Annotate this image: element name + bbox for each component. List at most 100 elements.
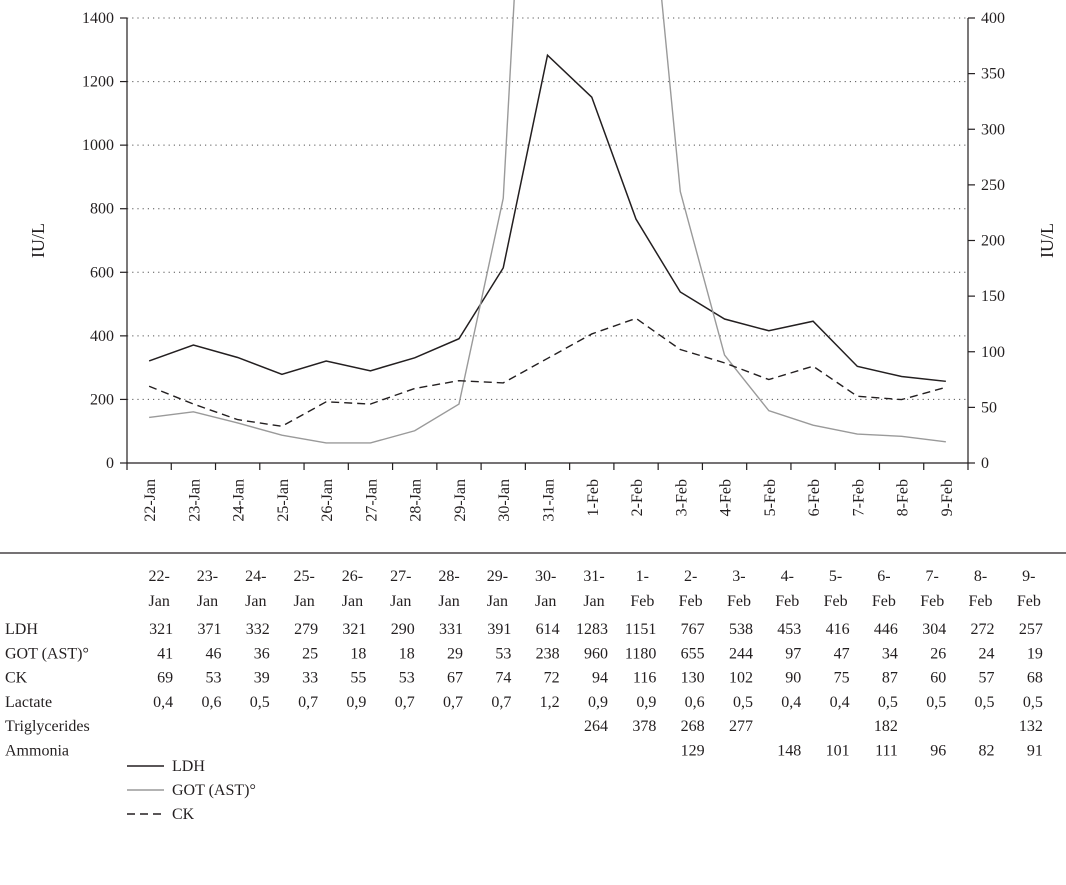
table-row-label-5: Ammonia: [5, 743, 69, 760]
table-col-head-1-line2: Jan: [197, 593, 218, 610]
table-cell-2-11: 130: [681, 670, 705, 687]
table-cell-3-8: 1,2: [540, 694, 560, 711]
table-cell-5-17: 82: [979, 743, 995, 760]
table-cell-2-13: 90: [785, 670, 801, 687]
left-tick-label-0: 0: [106, 455, 114, 472]
table-col-head-8-line1: 30-: [535, 568, 556, 585]
legend-label-ck: CK: [172, 806, 195, 823]
table-cell-1-18: 19: [1027, 645, 1043, 662]
table-col-head-16-line2: Feb: [920, 593, 944, 610]
table-col-head-4-line2: Jan: [342, 593, 363, 610]
table-cell-1-13: 97: [785, 645, 801, 662]
table-cell-3-2: 0,5: [250, 694, 270, 711]
x-tick-label-8-Feb: 8-Feb: [895, 479, 912, 516]
table-cell-0-5: 290: [391, 621, 415, 638]
table-col-head-10-line1: 1-: [636, 568, 649, 585]
table-cell-0-11: 767: [681, 621, 705, 638]
table-cell-2-15: 87: [882, 670, 898, 687]
table-row-label-0: LDH: [5, 621, 38, 638]
table-cell-3-6: 0,7: [443, 694, 463, 711]
table-cell-0-12: 538: [729, 621, 753, 638]
table-cell-4-9: 264: [584, 718, 608, 735]
table-cell-3-15: 0,5: [878, 694, 898, 711]
table-col-head-7-line1: 29-: [487, 568, 508, 585]
table-cell-0-3: 279: [294, 621, 318, 638]
left-tick-label-1200: 1200: [82, 74, 114, 91]
table-row-label-2: CK: [5, 670, 28, 687]
x-tick-label-27-Jan: 27-Jan: [363, 479, 380, 522]
x-tick-label-23-Jan: 23-Jan: [186, 479, 203, 522]
table-cell-2-18: 68: [1027, 670, 1043, 687]
table-col-head-8-line2: Jan: [535, 593, 556, 610]
table-cell-1-17: 24: [979, 645, 995, 662]
table-cell-5-18: 91: [1027, 743, 1043, 760]
table-col-head-12-line1: 3-: [732, 568, 745, 585]
table-col-head-2-line1: 24-: [245, 568, 266, 585]
right-tick-label-350: 350: [981, 66, 1005, 83]
table-col-head-3-line1: 25-: [293, 568, 314, 585]
x-tick-label-31-Jan: 31-Jan: [541, 479, 558, 522]
x-tick-label-7-Feb: 7-Feb: [850, 479, 867, 516]
table-cell-0-0: 321: [149, 621, 173, 638]
table-cell-0-4: 321: [342, 621, 366, 638]
x-tick-label-24-Jan: 24-Jan: [231, 479, 248, 522]
table-cell-0-10: 1151: [625, 621, 656, 638]
table-col-head-14-line1: 5-: [829, 568, 842, 585]
table-row-label-4: Triglycerides: [5, 718, 90, 735]
table-cell-0-2: 332: [246, 621, 270, 638]
table-col-head-6-line2: Jan: [438, 593, 459, 610]
table-cell-2-12: 102: [729, 670, 753, 687]
series-line-ck: [148, 317, 947, 428]
table-cell-3-18: 0,5: [1023, 694, 1043, 711]
table-cell-5-13: 148: [777, 743, 801, 760]
table-cell-3-9: 0,9: [588, 694, 608, 711]
table-col-head-11-line2: Feb: [679, 593, 703, 610]
table-cell-1-9: 960: [584, 645, 608, 662]
x-tick-label-6-Feb: 6-Feb: [806, 479, 823, 516]
table-col-head-11-line1: 2-: [684, 568, 697, 585]
table-col-head-18-line1: 9-: [1022, 568, 1035, 585]
table-col-head-12-line2: Feb: [727, 593, 751, 610]
x-tick-label-5-Feb: 5-Feb: [762, 479, 779, 516]
table-cell-2-0: 69: [157, 670, 173, 687]
left-tick-label-600: 600: [90, 264, 114, 281]
table-cell-1-0: 41: [157, 645, 173, 662]
left-axis-title: IU/L: [28, 223, 48, 258]
table-col-head-1-line1: 23-: [197, 568, 218, 585]
series-line-ldh: [148, 53, 946, 383]
left-tick-label-1000: 1000: [82, 137, 114, 154]
table-col-head-7-line2: Jan: [487, 593, 508, 610]
table-cell-4-11: 268: [681, 718, 705, 735]
axes: 0 200 400 600 800 1000 1200 1400 0 50 100 150 200 250…: [28, 10, 1057, 522]
table-cell-1-2: 36: [254, 645, 270, 662]
table-cell-3-3: 0,7: [298, 694, 318, 711]
table-cell-2-2: 39: [254, 670, 270, 687]
table-col-head-3-line2: Jan: [293, 593, 314, 610]
series-line-got-ast: [149, 0, 946, 444]
legend: LDH GOT (AST)° CK: [127, 758, 256, 823]
table-col-head-14-line2: Feb: [824, 593, 848, 610]
table-col-head-2-line2: Jan: [245, 593, 266, 610]
x-tick-label-28-Jan: 28-Jan: [408, 479, 425, 522]
table-cell-3-16: 0,5: [926, 694, 946, 711]
table-cell-2-1: 53: [205, 670, 221, 687]
table-row-label-3: Lactate: [5, 694, 52, 711]
table-cell-0-16: 304: [922, 621, 946, 638]
right-tick-label-200: 200: [981, 233, 1005, 250]
table-col-head-15-line2: Feb: [872, 593, 896, 610]
table-cell-2-5: 53: [399, 670, 415, 687]
right-axis-title: IU/L: [1037, 223, 1057, 258]
table-col-head-9-line1: 31-: [583, 568, 604, 585]
table-col-head-17-line1: 8-: [974, 568, 987, 585]
x-tick-label-3-Feb: 3-Feb: [673, 479, 690, 516]
right-tick-label-150: 150: [981, 288, 1005, 305]
table-cell-1-7: 53: [495, 645, 511, 662]
table-cell-0-17: 272: [971, 621, 995, 638]
right-tick-label-300: 300: [981, 121, 1005, 138]
x-tick-label-25-Jan: 25-Jan: [275, 479, 292, 522]
table-cell-5-11: 129: [681, 743, 705, 760]
table-cell-2-14: 75: [834, 670, 850, 687]
table-cell-0-13: 453: [777, 621, 801, 638]
x-tick-label-1-Feb: 1-Feb: [585, 479, 602, 516]
